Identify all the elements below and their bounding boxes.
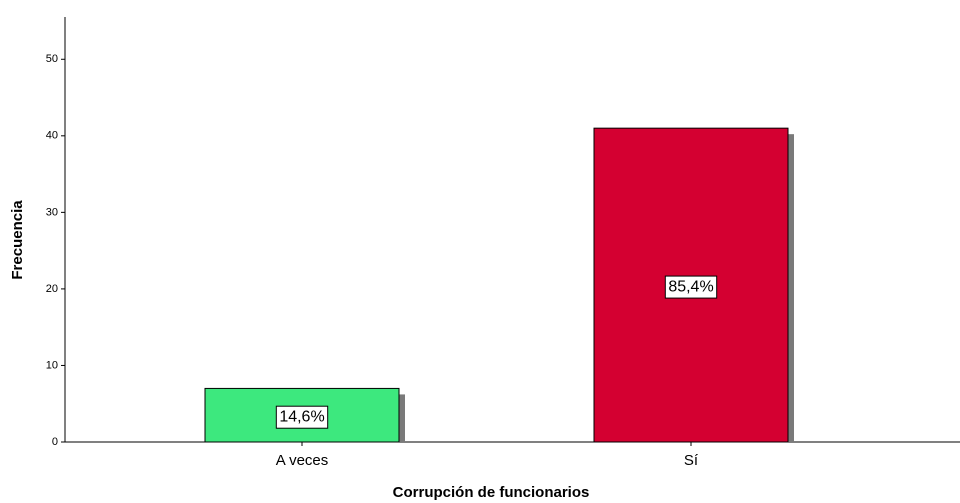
y-tick-label: 50 [46, 53, 58, 65]
value-label-box [275, 405, 329, 429]
y-tick-label: 0 [52, 436, 58, 448]
y-tick-label: 40 [46, 130, 58, 142]
x-tick-label: Sí [684, 452, 699, 469]
x-axis-label: Corrupción de funcionarios [393, 484, 590, 501]
value-label-box [664, 275, 718, 299]
y-tick-label: 30 [46, 206, 58, 218]
y-tick-label: 10 [46, 359, 58, 371]
y-axis-label: Frecuencia [9, 200, 26, 280]
value-label: 85,4% [668, 278, 713, 295]
x-tick-label: A veces [276, 452, 329, 469]
value-label: 14,6% [279, 408, 324, 425]
y-tick-label: 20 [46, 283, 58, 295]
